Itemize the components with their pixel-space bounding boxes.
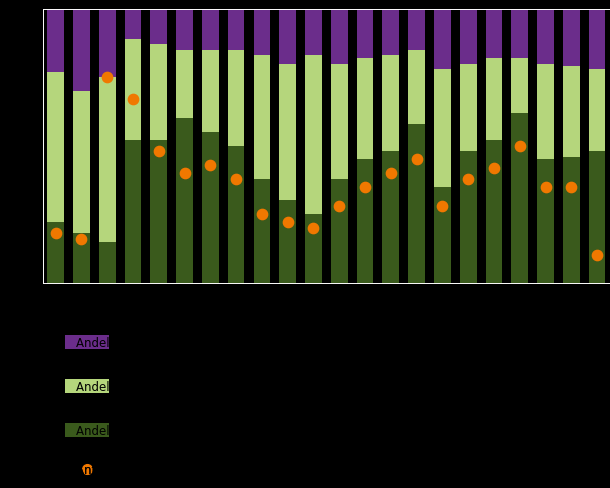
Text: Andel innbyggere tilknyttet anlegg der oppfyllelse av rensekrav ikke kan vurdere: Andel innbyggere tilknyttet anlegg der o…	[76, 336, 563, 349]
Bar	[357, 10, 373, 59]
Bar	[331, 179, 348, 283]
Bar	[382, 10, 399, 56]
Bar	[254, 179, 270, 283]
Bar	[537, 10, 554, 64]
Text: Antall innbyggere tilknyttet avløpsanlegg 50 pe eller større: Antall innbyggere tilknyttet avløpsanleg…	[76, 463, 427, 475]
Point	[154, 148, 163, 156]
Bar	[73, 92, 90, 234]
Bar	[305, 215, 322, 283]
Bar	[228, 146, 245, 283]
Bar	[65, 380, 109, 393]
Bar	[176, 51, 193, 119]
Bar	[589, 70, 606, 152]
Bar	[150, 45, 167, 141]
Point	[179, 170, 189, 178]
Bar	[202, 51, 219, 133]
Bar	[511, 10, 528, 59]
Bar	[124, 40, 142, 141]
Bar	[124, 141, 142, 283]
Point	[412, 156, 422, 164]
Bar	[434, 187, 451, 283]
Bar	[331, 10, 348, 64]
Bar	[202, 133, 219, 283]
Bar	[589, 152, 606, 283]
Bar	[47, 223, 64, 283]
Point	[76, 235, 86, 243]
Point	[51, 230, 60, 238]
Point	[515, 142, 525, 150]
Point	[464, 175, 473, 183]
Bar	[563, 10, 579, 67]
Bar	[460, 152, 476, 283]
Bar	[511, 114, 528, 283]
Bar	[279, 64, 296, 201]
Bar	[486, 10, 503, 59]
Text: Antall innbyggere tilknyttet avløpsanlegg 50 pe eller større: Antall innbyggere tilknyttet avløpsanleg…	[76, 463, 427, 475]
Bar	[73, 10, 90, 92]
Point	[489, 164, 499, 172]
Bar	[254, 10, 270, 56]
Bar	[511, 59, 528, 114]
Bar	[65, 424, 109, 437]
Bar	[357, 59, 373, 160]
Bar	[202, 10, 219, 51]
Bar	[73, 234, 90, 283]
Bar	[382, 152, 399, 283]
Bar	[382, 56, 399, 152]
Bar	[460, 10, 476, 64]
Point	[309, 224, 318, 232]
Point	[128, 96, 138, 104]
Text: Andel innbyggere tilknyttet anlegg der rensekrav er oppfylt: Andel innbyggere tilknyttet anlegg der r…	[76, 424, 430, 437]
Bar	[99, 10, 115, 78]
Bar	[434, 10, 451, 70]
Bar	[589, 10, 606, 70]
Bar	[228, 10, 245, 51]
Bar	[537, 64, 554, 160]
Bar	[150, 141, 167, 283]
Point	[360, 183, 370, 191]
Point	[334, 203, 344, 210]
Bar	[254, 56, 270, 179]
Bar	[331, 64, 348, 179]
Bar	[228, 51, 245, 146]
Point	[437, 203, 447, 210]
Bar	[537, 160, 554, 283]
Bar	[305, 56, 322, 215]
Bar	[408, 51, 425, 124]
Point	[386, 170, 396, 178]
Bar	[563, 157, 579, 283]
Bar	[176, 119, 193, 283]
Bar	[460, 64, 476, 152]
Point	[257, 211, 267, 219]
Point	[283, 219, 293, 227]
Bar	[47, 10, 64, 73]
Bar	[408, 124, 425, 283]
Bar	[99, 78, 115, 242]
Bar	[150, 10, 167, 45]
Bar	[434, 70, 451, 187]
Point	[540, 183, 550, 191]
Bar	[279, 201, 296, 283]
Bar	[305, 10, 322, 56]
Bar	[99, 242, 115, 283]
Bar	[176, 10, 193, 51]
Bar	[47, 73, 64, 223]
Point	[102, 74, 112, 82]
Bar	[357, 160, 373, 283]
Text: Andel innbyggere tilknyttet anlegg der rensekrav ikke er oppfylt: Andel innbyggere tilknyttet anlegg der r…	[76, 380, 458, 393]
Point	[592, 252, 602, 260]
Point	[206, 162, 215, 169]
Bar	[279, 10, 296, 64]
Point	[231, 175, 241, 183]
Bar	[408, 10, 425, 51]
Bar	[124, 10, 142, 40]
Point	[567, 183, 576, 191]
Bar	[486, 59, 503, 141]
Bar	[65, 336, 109, 349]
Bar	[486, 141, 503, 283]
Bar	[563, 67, 579, 157]
